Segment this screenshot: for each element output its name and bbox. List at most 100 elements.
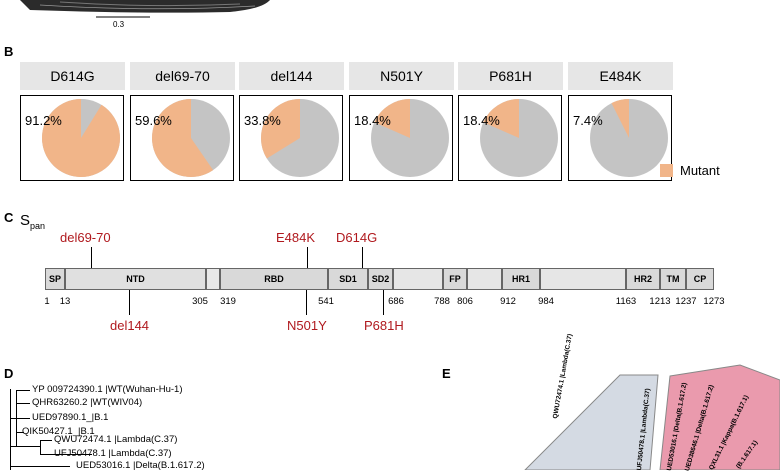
- spike-title-sub: pan: [30, 221, 46, 231]
- panel-letter-b: B: [4, 44, 14, 59]
- mutation-label-e484k: E484K: [276, 230, 316, 245]
- mutation-tick-d614g: [362, 247, 363, 268]
- domain-sd2: SD2: [368, 268, 393, 290]
- residue-position: 686: [388, 296, 404, 307]
- residue-position: 1213: [649, 296, 671, 307]
- mutation-label-d614g: D614G: [336, 230, 378, 245]
- spike-title-main: S: [20, 212, 31, 229]
- pie-slice-mutant: [42, 99, 120, 177]
- domain-cp: CP: [686, 268, 714, 290]
- residue-position: 912: [500, 296, 516, 307]
- pie-card-n501y: N501Y 18.4%: [349, 62, 454, 181]
- tree-branch: [10, 446, 40, 447]
- mutation-tick-e484k: [307, 247, 308, 268]
- tree-branch: [10, 418, 30, 419]
- pie-box: 7.4%: [568, 95, 672, 181]
- pie-chart: [480, 99, 558, 177]
- pie-chart: [261, 99, 339, 177]
- circular-tree: [524, 364, 780, 470]
- spike-title: Span: [20, 212, 45, 231]
- mutation-tick-del144: [129, 290, 130, 315]
- tree-leaf: QIK50427.1_|B.1: [22, 426, 95, 437]
- mutation-label-p681h: P681H: [364, 318, 404, 333]
- domain-fp: FP: [443, 268, 467, 290]
- tree-branch: [40, 454, 92, 455]
- residue-position: 1273: [703, 296, 725, 307]
- pie-percent-label: 91.2%: [25, 113, 62, 128]
- pie-slice-mutant: [374, 99, 410, 138]
- residue-position: 319: [220, 296, 236, 307]
- tree-leaf: UED97890.1_|B.1: [32, 412, 109, 423]
- domain-linker: [206, 268, 220, 290]
- pie-card-del69-70: del69-70 59.6%: [130, 62, 235, 181]
- legend-swatch-mutant: [660, 164, 673, 177]
- pie-title: E484K: [568, 62, 673, 90]
- residue-position: 984: [538, 296, 554, 307]
- panel-letter-e: E: [442, 366, 451, 381]
- pie-title: del69-70: [130, 62, 235, 90]
- tree-leaf: UFJ50478.1 |Lambda(C.37): [54, 448, 172, 459]
- domain-ntd: NTD: [65, 268, 206, 290]
- tree-branch: [16, 432, 24, 433]
- panel-letter-d: D: [4, 366, 14, 381]
- mutation-label-n501y: N501Y: [287, 318, 327, 333]
- domain-linker: [467, 268, 502, 290]
- tree-root-line: [10, 389, 11, 470]
- pie-title: del144: [239, 62, 344, 90]
- pie-percent-label: 18.4%: [463, 113, 500, 128]
- pie-box: 59.6%: [130, 95, 234, 181]
- panel-letter-c: C: [4, 210, 14, 225]
- pie-chart: [371, 99, 449, 177]
- pie-percent-label: 33.8%: [244, 113, 281, 128]
- pie-chart: [42, 99, 120, 177]
- pie-slice-mutant: [483, 99, 519, 138]
- residue-position: 806: [457, 296, 473, 307]
- pie-card-p681h: P681H 18.4%: [458, 62, 563, 181]
- domain-sp: SP: [45, 268, 65, 290]
- residue-position: 305: [192, 296, 208, 307]
- pie-box: 91.2%: [20, 95, 124, 181]
- residue-position: 13: [59, 296, 71, 307]
- pie-card-e484k: E484K 7.4%: [568, 62, 673, 181]
- domain-tm: TM: [660, 268, 686, 290]
- pie-box: 18.4%: [458, 95, 562, 181]
- pie-percent-label: 18.4%: [354, 113, 391, 128]
- domain-sd1: SD1: [328, 268, 368, 290]
- residue-position: 541: [318, 296, 334, 307]
- residue-position: 788: [434, 296, 450, 307]
- pie-percent-label: 7.4%: [573, 113, 603, 128]
- pie-chart: [590, 99, 668, 177]
- pie-title: N501Y: [349, 62, 454, 90]
- pie-card-del144: del144 33.8%: [239, 62, 344, 181]
- tree-leaf: UED53016.1 |Delta(B.1.617.2): [76, 460, 205, 471]
- pie-chart: [152, 99, 230, 177]
- tree-branch: [16, 403, 30, 404]
- pie-percent-label: 59.6%: [135, 113, 172, 128]
- pie-card-d614g: D614G 91.2%: [20, 62, 125, 181]
- mutation-tick-p681h: [383, 290, 384, 315]
- domain-rbd: RBD: [220, 268, 328, 290]
- domain-linker: [540, 268, 626, 290]
- domain-hr1: HR1: [502, 268, 540, 290]
- tree-branch: [40, 440, 41, 454]
- pie-slice-mutant: [261, 99, 300, 159]
- tree-leaf: QHR63260.2 |WT(WIV04): [32, 397, 143, 408]
- mutation-tick-del69-70: [91, 247, 92, 268]
- mutation-tick-n501y: [306, 290, 307, 315]
- domain-linker: [393, 268, 443, 290]
- residue-position: 1237: [675, 296, 697, 307]
- pie-box: 33.8%: [239, 95, 343, 181]
- tree-branch: [16, 390, 30, 391]
- tree-leaf: YP 009724390.1 |WT(Wuhan-Hu-1): [32, 384, 183, 395]
- scalebar-label: 0.3: [113, 20, 125, 29]
- pie-slice-mutant: [611, 99, 629, 138]
- tree-branch: [40, 440, 52, 441]
- legend-label-mutant: Mutant: [680, 163, 720, 178]
- pie-title: P681H: [458, 62, 563, 90]
- residue-position: 1163: [615, 296, 637, 307]
- residue-position: 1: [44, 296, 50, 307]
- domain-hr2: HR2: [626, 268, 660, 290]
- top-micrograph: [20, 0, 270, 18]
- pie-box: 18.4%: [349, 95, 453, 181]
- tree-leaf: QWU72474.1 |Lambda(C.37): [54, 434, 178, 445]
